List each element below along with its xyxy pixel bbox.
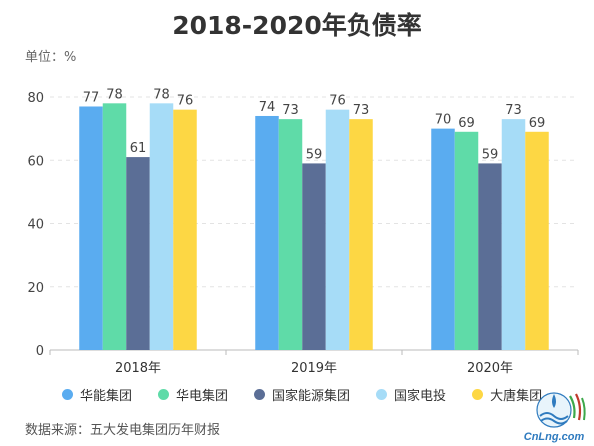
- bar-value-label: 76: [177, 94, 194, 109]
- bar: [525, 131, 549, 350]
- bar: [431, 128, 455, 350]
- bar-value-label: 69: [458, 116, 475, 131]
- bar-value-label: 77: [83, 90, 100, 105]
- bar: [325, 109, 350, 351]
- legend-item[interactable]: 华电集团: [158, 385, 228, 404]
- legend-item[interactable]: 大唐集团: [472, 385, 542, 404]
- logo-text: CnLng.com: [524, 431, 585, 443]
- legend-swatch: [376, 389, 388, 400]
- bar-value-label: 76: [329, 94, 346, 109]
- logo-emblem: [536, 392, 586, 428]
- bar: [149, 103, 174, 350]
- bar-value-label: 59: [482, 147, 499, 162]
- bar: [302, 163, 326, 350]
- chart-title: 2018-2020年负债率: [172, 11, 422, 40]
- legend-item[interactable]: 华能集团: [62, 385, 132, 404]
- legend-label: 华能集团: [80, 389, 133, 404]
- x-tick-label: 2019年: [291, 361, 337, 376]
- x-tick-label: 2018年: [115, 361, 161, 376]
- legend-label: 大唐集团: [490, 389, 543, 404]
- legend-item[interactable]: 国家电投: [376, 385, 446, 404]
- unit-label: 单位：%: [25, 50, 77, 65]
- bar: [478, 163, 502, 350]
- bar-value-label: 70: [435, 113, 452, 128]
- bar-value-label: 78: [106, 87, 123, 102]
- bar-value-label: 73: [282, 103, 299, 118]
- bar-value-label: 59: [306, 147, 323, 162]
- legend-label: 国家电投: [394, 389, 447, 404]
- legend-swatch: [158, 389, 170, 400]
- bar-value-label: 69: [529, 116, 546, 131]
- bar: [501, 119, 526, 350]
- bar-value-label: 73: [505, 103, 522, 118]
- legend-swatch: [254, 389, 266, 400]
- y-tick-label: 20: [27, 281, 44, 296]
- bar: [126, 157, 150, 350]
- bar: [173, 109, 197, 351]
- bar-value-label: 74: [259, 100, 276, 115]
- bar-value-label: 78: [153, 87, 170, 102]
- cnlng-logo: CnLng.com: [524, 392, 586, 443]
- bar: [278, 119, 303, 350]
- y-tick-label: 80: [27, 91, 44, 106]
- y-tick-label: 60: [27, 154, 44, 169]
- bar-chart: 0 20 40 60 80 77 78 61 78 76 2018年 74 73 59 76 73 2019年 7…: [27, 87, 579, 376]
- x-tick-label: 2020年: [467, 361, 513, 376]
- bar: [79, 106, 103, 350]
- y-tick-label: 40: [27, 218, 44, 233]
- legend-label: 华电集团: [176, 389, 229, 404]
- legend-item[interactable]: 国家能源集团: [254, 385, 350, 404]
- bar: [454, 131, 479, 350]
- bar: [349, 119, 373, 350]
- data-source-note: 数据来源：五大发电集团历年财报: [25, 423, 221, 438]
- y-tick-label: 0: [36, 344, 44, 359]
- legend-label: 国家能源集团: [272, 389, 351, 404]
- legend: 华能集团 华电集团 国家能源集团 国家电投 大唐集团: [62, 385, 568, 404]
- legend-swatch: [472, 389, 484, 400]
- bar-value-label: 61: [130, 141, 147, 156]
- bar: [102, 103, 127, 350]
- legend-swatch: [62, 389, 73, 400]
- bar-value-label: 73: [353, 103, 370, 118]
- bar: [255, 115, 279, 350]
